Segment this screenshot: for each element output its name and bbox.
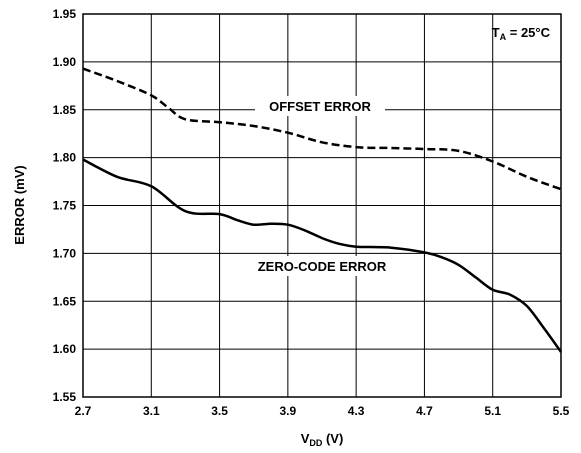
y-tick-label: 1.55: [53, 390, 77, 404]
condition-label: TA = 25°C: [492, 25, 551, 42]
x-tick-label: 3.1: [143, 404, 160, 418]
condition-sub: A: [500, 32, 507, 42]
plot-frame: [82, 13, 562, 398]
x-tick-labels: 2.7 3.1 3.5 3.9 4.3 4.7 5.1 5.5: [75, 404, 570, 418]
x-axis-label-sub: DD: [309, 438, 322, 448]
x-tick-label: 2.7: [75, 404, 92, 418]
y-axis-label: ERROR (mV): [12, 165, 27, 244]
offset-label-bg: [255, 96, 385, 116]
y-tick-label: 1.75: [53, 199, 77, 213]
y-tick-label: 1.60: [53, 342, 77, 356]
x-axis-label-main: V: [301, 431, 310, 446]
y-tick-label: 1.70: [53, 246, 77, 260]
y-tick-label: 1.90: [53, 55, 77, 69]
condition-main: T: [492, 25, 500, 40]
y-tick-label: 1.80: [53, 151, 77, 165]
zero-code-error-label: ZERO-CODE ERROR: [258, 259, 387, 274]
x-tick-label: 4.3: [348, 404, 365, 418]
x-axis-label-unit: (V): [322, 431, 343, 446]
zero-code-label-bg: [238, 256, 408, 276]
y-tick-label: 1.85: [53, 103, 77, 117]
grid-lines: [83, 14, 561, 397]
offset-error-label: OFFSET ERROR: [269, 99, 371, 114]
x-tick-label: 4.7: [416, 404, 433, 418]
x-tick-label: 5.5: [553, 404, 570, 418]
x-tick-label: 5.1: [484, 404, 501, 418]
offset-error-line: [82, 67, 562, 191]
condition-rest: = 25°C: [506, 25, 550, 40]
x-tick-label: 3.9: [280, 404, 297, 418]
x-axis-label: VDD (V): [301, 431, 344, 448]
y-tick-label: 1.95: [53, 7, 77, 21]
y-tick-label: 1.65: [53, 294, 77, 308]
x-tick-label: 3.5: [211, 404, 228, 418]
series-lines: [82, 67, 563, 353]
zero-code-error-line: [82, 158, 563, 353]
y-tick-labels: 1.95 1.90 1.85 1.80 1.75 1.70 1.65 1.60 1.55: [53, 7, 77, 404]
